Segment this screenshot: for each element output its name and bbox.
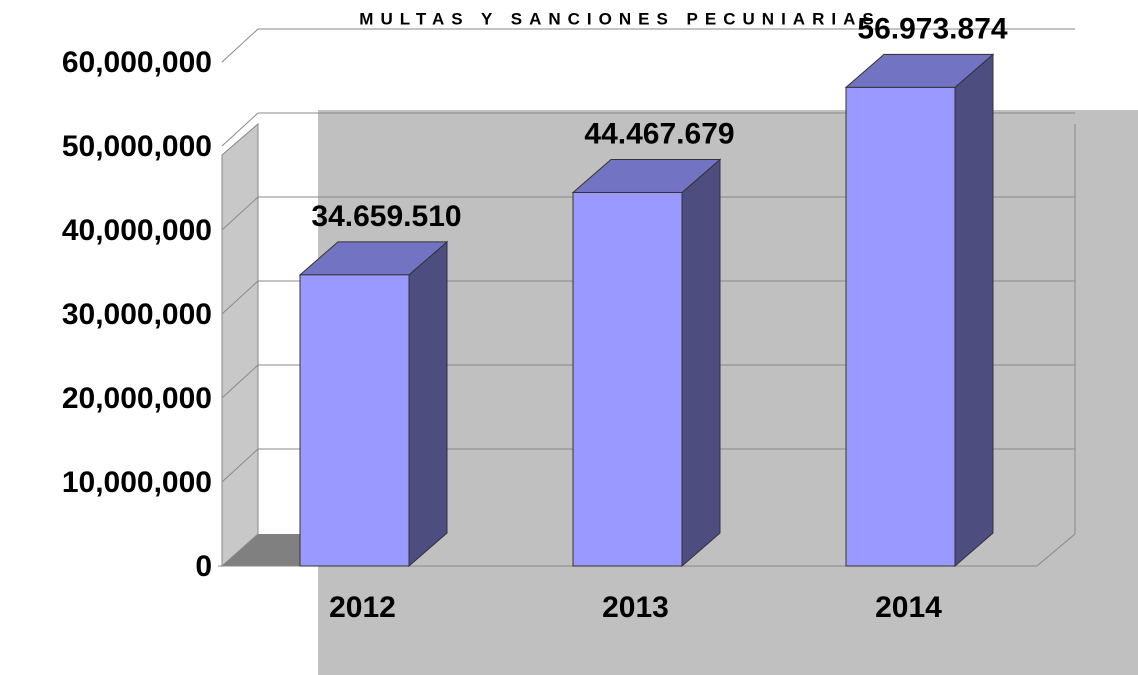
background-panel xyxy=(318,110,1138,675)
grid-line xyxy=(221,448,259,483)
grid-line xyxy=(221,28,259,63)
value-label: 56.973.874 xyxy=(857,12,1007,45)
y-tick-label: 30,000,000 xyxy=(62,298,212,331)
bar-side xyxy=(408,240,448,568)
grid-line xyxy=(221,196,259,231)
chart-title: MULTAS Y SANCIONES PECUNIARIAS xyxy=(359,9,880,28)
bar xyxy=(572,191,683,567)
y-tick-label: 50,000,000 xyxy=(62,130,212,163)
side-wall xyxy=(221,122,259,568)
x-tick-label: 2012 xyxy=(329,591,396,624)
bar xyxy=(299,274,410,567)
x-tick-label: 2013 xyxy=(602,591,669,624)
bar-side xyxy=(954,53,994,568)
value-label: 44.467.679 xyxy=(584,117,734,150)
y-tick-label: 40,000,000 xyxy=(62,214,212,247)
y-tick-label: 0 xyxy=(195,550,212,583)
bar-side xyxy=(681,158,721,568)
y-tick-label: 20,000,000 xyxy=(62,382,212,415)
y-tick-label: 60,000,000 xyxy=(62,46,212,79)
y-tick-label: 10,000,000 xyxy=(62,466,212,499)
bar xyxy=(845,86,956,567)
grid-line xyxy=(221,112,259,147)
value-label: 34.659.510 xyxy=(311,200,461,233)
x-tick-label: 2014 xyxy=(875,591,942,624)
grid-line xyxy=(221,364,259,399)
floor-edge xyxy=(1036,533,1076,567)
grid-line xyxy=(221,280,259,315)
